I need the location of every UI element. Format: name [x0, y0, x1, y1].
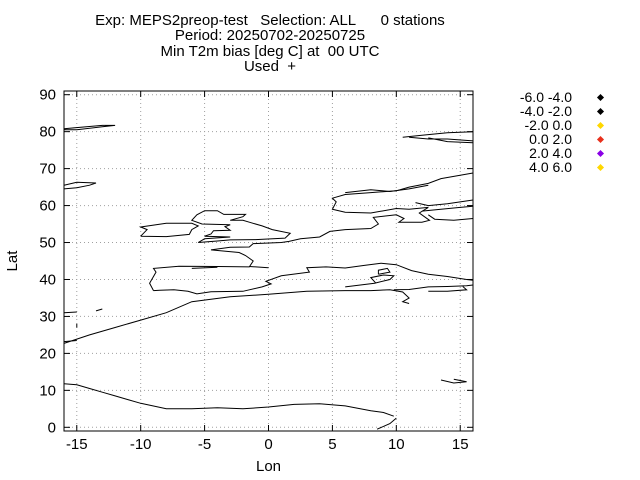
y-tick-label: 80 [39, 124, 56, 141]
coastline [191, 266, 218, 269]
legend-marker-icon [596, 135, 605, 144]
coastline [376, 417, 397, 430]
x-tick-label: 10 [388, 436, 405, 453]
legend-item-label: 2.0 4.0 [529, 145, 572, 161]
coastline [63, 181, 97, 190]
legend-marker-icon [596, 149, 605, 158]
legend-marker-icon [596, 121, 605, 130]
y-tick-label: 90 [39, 87, 56, 104]
legend-item-label: -2.0 0.0 [524, 117, 572, 133]
coastline [428, 286, 468, 292]
coastline [393, 284, 474, 291]
legend-item-label: -4.0 -2.0 [519, 103, 572, 119]
coastline [421, 205, 474, 212]
chart-title-line-3: Min T2m bias [deg C] at 00 UTC [160, 43, 380, 60]
coastline [190, 210, 292, 243]
coastline [345, 184, 429, 194]
coastline [153, 262, 474, 295]
x-axis-label: Lon [256, 458, 281, 475]
legend-marker-icon [596, 93, 605, 102]
coastline [249, 266, 269, 269]
coastline [95, 308, 103, 312]
y-tick-label: 0 [48, 419, 56, 436]
y-tick-label: 70 [39, 161, 56, 178]
coastline [63, 311, 77, 314]
x-tick-label: -10 [130, 436, 152, 453]
x-tick-label: -5 [198, 436, 211, 453]
coastline [345, 274, 395, 288]
coastline [63, 383, 394, 417]
legend-marker-icon [596, 163, 605, 172]
y-tick-label: 60 [39, 198, 56, 215]
y-tick-label: 50 [39, 235, 56, 252]
x-tick-label: -15 [66, 436, 88, 453]
legend-item: 4.0 6.0 [500, 160, 610, 174]
chart-title-line-4: Used + [243, 58, 297, 75]
legend-item: -6.0 -4.0 [500, 90, 610, 104]
legend-item-label: 4.0 6.0 [529, 159, 572, 175]
coastline [63, 340, 77, 343]
legend-item-label: 0.0 2.0 [529, 131, 572, 147]
coastline [138, 222, 200, 238]
legend-item: -4.0 -2.0 [500, 104, 610, 118]
y-tick-label: 10 [39, 382, 56, 399]
coastline [409, 136, 474, 142]
legend-item-label: -6.0 -4.0 [519, 89, 572, 105]
coastline [63, 289, 410, 344]
coastline [377, 267, 391, 275]
legend-marker-icon [596, 107, 605, 116]
y-tick-label: 30 [39, 308, 56, 325]
coastline [149, 172, 474, 291]
coastline [428, 137, 474, 144]
coastline [440, 378, 467, 384]
x-tick-label: 0 [264, 436, 272, 453]
y-axis-label: Lat [4, 250, 21, 272]
legend-item: 2.0 4.0 [500, 146, 610, 160]
coastline [415, 199, 474, 207]
x-tick-label: 5 [328, 436, 336, 453]
legend-item: 0.0 2.0 [500, 132, 610, 146]
coastline [428, 214, 474, 221]
chart-title-line-1: Exp: MEPS2preop-test Selection: ALL 0 st… [95, 12, 445, 29]
y-tick-label: 40 [39, 271, 56, 288]
legend-item: -2.0 0.0 [500, 118, 610, 132]
coastline [402, 131, 474, 138]
coastline [63, 124, 116, 131]
y-tick-label: 20 [39, 345, 56, 362]
chart-title-line-2: Period: 20250702-20250725 [174, 27, 366, 44]
x-tick-label: 15 [452, 436, 469, 453]
